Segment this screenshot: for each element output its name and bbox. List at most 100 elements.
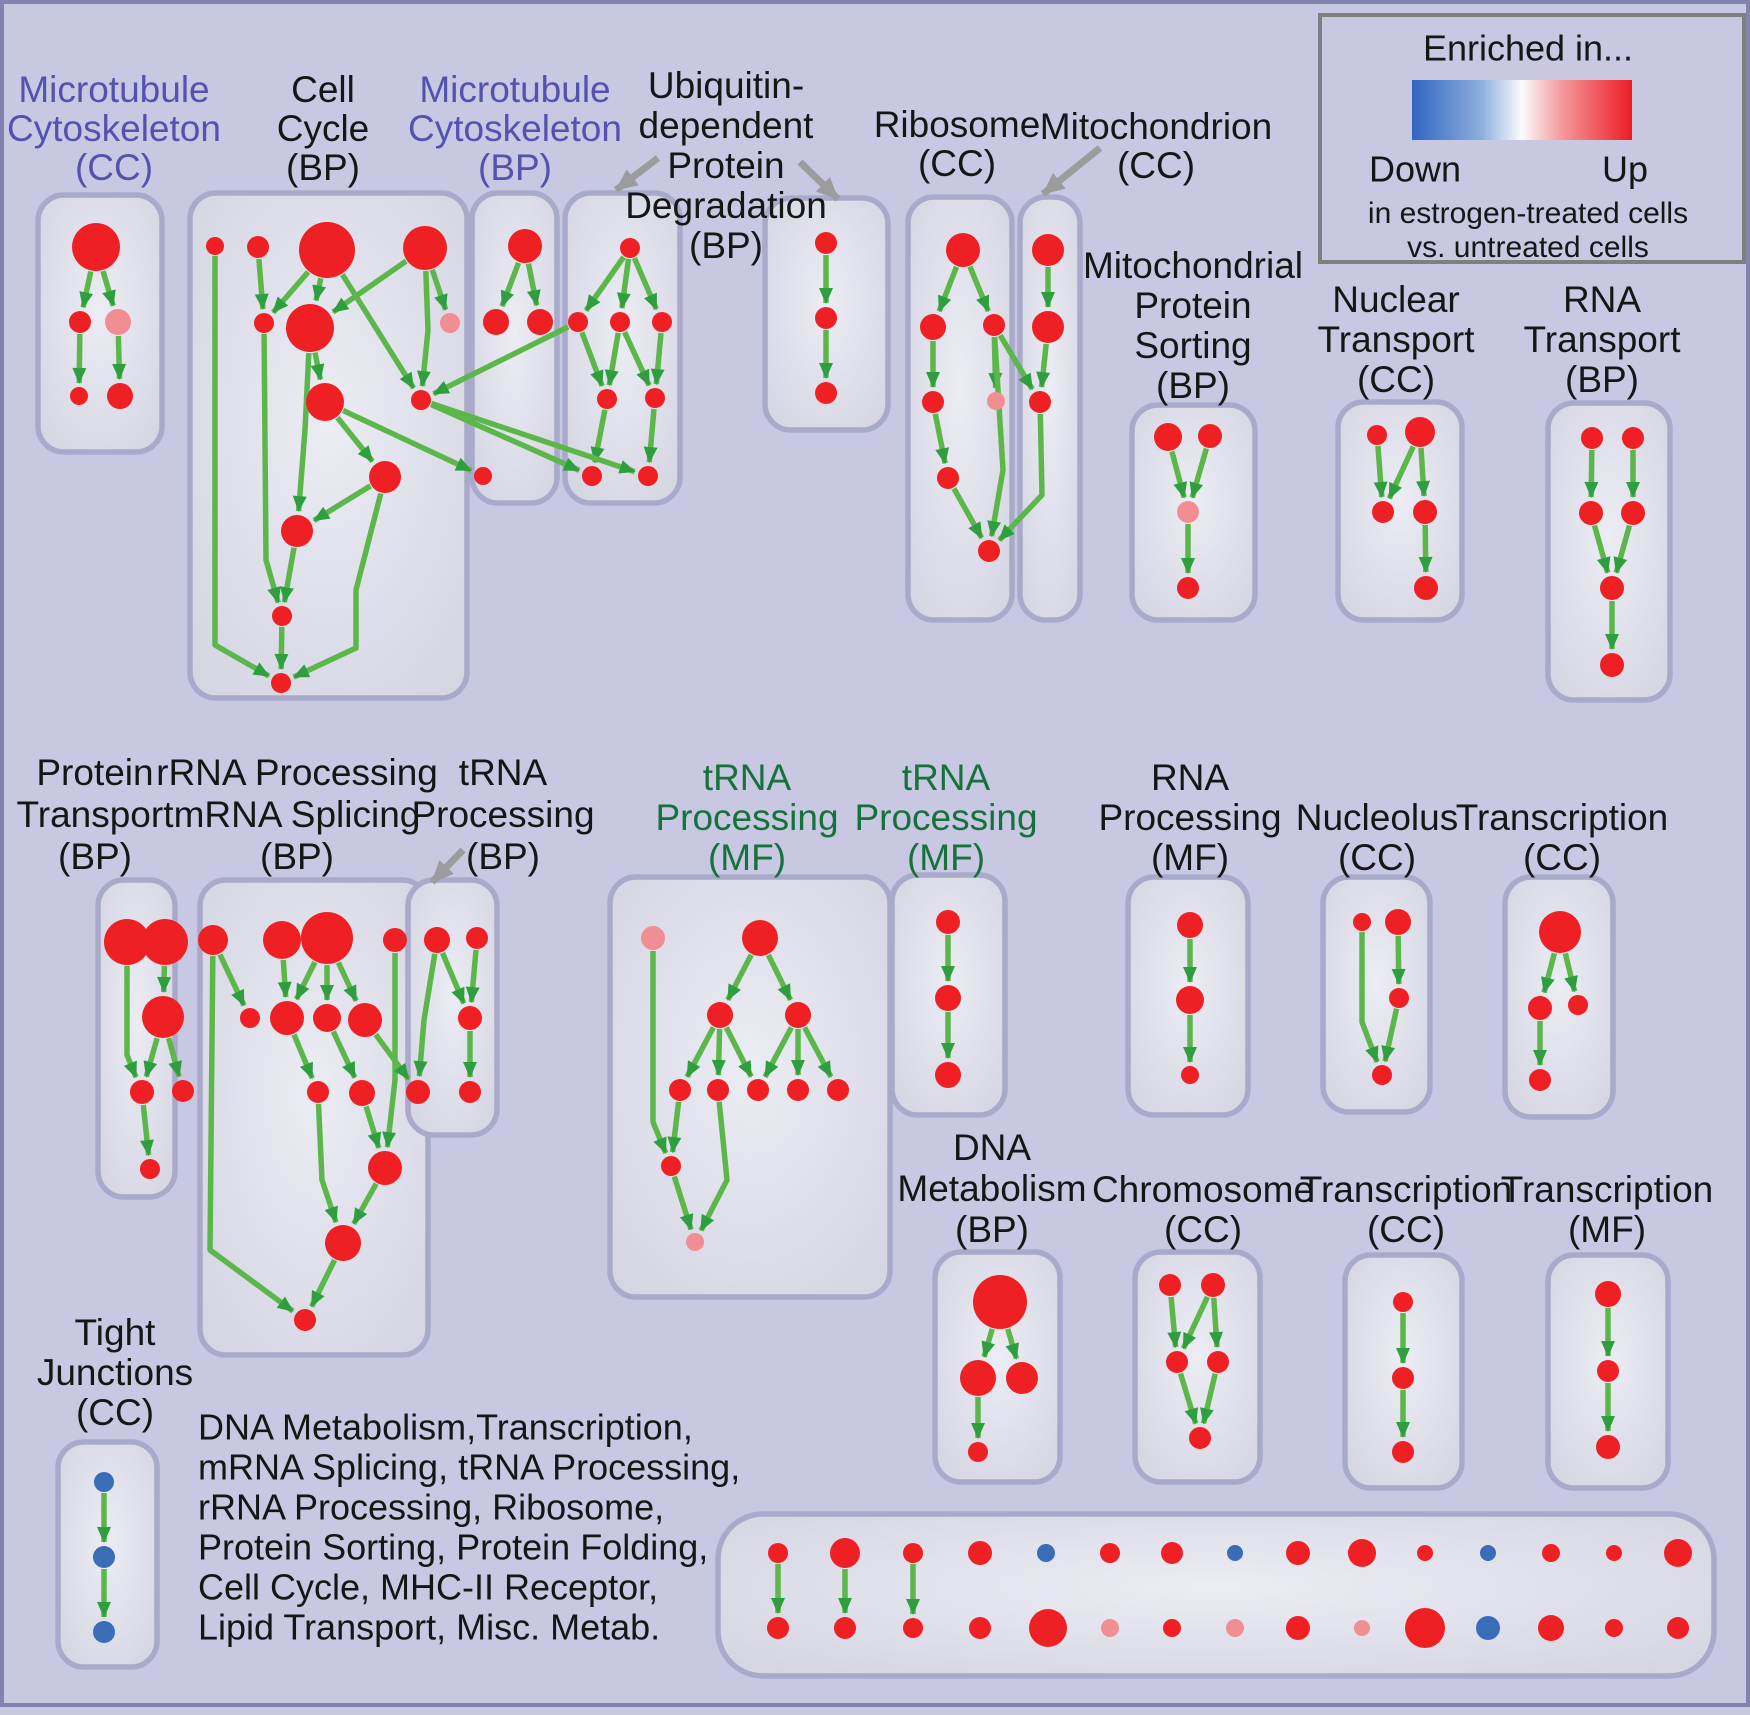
cluster-label-ncl: Nucleolus — [1296, 797, 1458, 838]
go-term-node-rib-r4 — [922, 391, 944, 413]
go-term-node-cc-c2 — [247, 236, 269, 258]
go-term-node-rr-q10 — [349, 1080, 375, 1106]
cluster-label-dm: (BP) — [955, 1209, 1029, 1250]
go-term-node-rnat-rt4 — [1621, 501, 1645, 525]
cluster-label-rp: Processing — [1098, 797, 1281, 838]
go-term-node-ncl-e2 — [1385, 909, 1411, 935]
go-term-node-tbp-tb2 — [466, 927, 488, 949]
go-term-node-nuc-nt5 — [1414, 576, 1438, 600]
go-term-node-band-w5t — [1037, 1544, 1055, 1562]
go-term-node-pt-p5 — [172, 1080, 194, 1102]
legend-down-label: Down — [1369, 149, 1461, 190]
hierarchy-edge-tmfL — [671, 1175, 694, 1231]
hierarchy-edge-cc — [274, 626, 289, 670]
cluster-label-tbp: (BP) — [466, 836, 540, 877]
go-term-node-rr-q13 — [294, 1309, 316, 1331]
go-term-node-band-w7t — [1161, 1542, 1183, 1564]
hierarchy-edge-tmfL — [711, 1028, 726, 1076]
hierarchy-edge-cc — [335, 415, 375, 464]
go-term-node-tmf-z1 — [1595, 1281, 1621, 1307]
go-term-node-band-w8t — [1227, 1545, 1243, 1561]
go-term-node-chr-k5 — [1189, 1427, 1211, 1449]
go-term-node-rp-x1 — [1177, 912, 1203, 938]
hierarchy-edge-cc — [312, 277, 326, 302]
cluster-label-pt: Protein — [36, 752, 153, 793]
cluster-label-pt: (BP) — [58, 836, 132, 877]
hierarchy-edge-tmfL — [667, 1101, 682, 1154]
cluster-label-nuc: Nuclear — [1332, 279, 1460, 320]
hierarchy-edge-ubl — [616, 258, 632, 310]
go-term-node-mito-t3 — [1029, 391, 1051, 413]
go-term-node-mito-t1 — [1032, 234, 1064, 266]
cluster-label-pt: Transport — [17, 794, 175, 835]
hierarchy-edge-rib — [936, 265, 960, 313]
go-term-node-ubl-u7 — [582, 466, 602, 486]
go-term-node-band-w1t — [768, 1543, 788, 1563]
go-term-node-dm-d2 — [960, 1360, 996, 1396]
go-term-node-ncl-e3 — [1389, 988, 1409, 1008]
go-term-node-tbp-tb5 — [459, 1081, 481, 1103]
go-term-node-pt-p1 — [104, 919, 150, 965]
go-term-node-rp-x2 — [1176, 986, 1204, 1014]
go-term-node-mtbp-m1 — [508, 229, 542, 263]
cluster-label-ubl: Protein — [667, 145, 784, 186]
label-pointer-arrow-mitochondrion — [1040, 145, 1103, 197]
go-term-node-chr-k1 — [1159, 1274, 1181, 1296]
go-term-node-mps-s2 — [1198, 424, 1222, 448]
cross-cluster-edge — [997, 333, 1035, 391]
go-term-node-cc-c7 — [440, 313, 460, 333]
hierarchy-edge-ubl — [583, 255, 626, 313]
cluster-label-rr: rRNA Processing — [156, 752, 438, 793]
cluster-label-rnat: (BP) — [1565, 359, 1639, 400]
cluster-label-mps: (BP) — [1156, 365, 1230, 406]
hierarchy-edge-chr — [1180, 1295, 1210, 1350]
misc-categories-text: Cell Cycle, MHC-II Receptor, — [198, 1567, 658, 1608]
hierarchy-edge-cc — [254, 258, 269, 310]
hierarchy-edge-mtcc — [72, 333, 87, 384]
cluster-label-dm: Metabolism — [897, 1168, 1086, 1209]
hierarchy-edge-chr — [1177, 1372, 1199, 1425]
go-term-node-tmfL-g7 — [747, 1079, 769, 1101]
hierarchy-edge-tmfL — [725, 953, 754, 1002]
cluster-label-tcb: Transcription — [1300, 1169, 1512, 1210]
go-term-node-tmfS-h2 — [935, 985, 961, 1011]
go-term-node-tcb-y1 — [1393, 1292, 1413, 1312]
go-term-node-tmfL-g6 — [707, 1079, 729, 1101]
hierarchy-edge-cc — [312, 483, 372, 523]
hierarchy-edge-cc — [340, 273, 416, 390]
go-term-node-ubr-v3 — [815, 382, 837, 404]
hierarchy-edge-ncl — [1359, 932, 1380, 1063]
go-term-node-band-w11b — [1405, 1608, 1445, 1648]
go-term-node-nuc-nt2 — [1405, 417, 1435, 447]
go-term-node-mps-s1 — [1154, 423, 1182, 451]
go-term-node-band-w4b — [969, 1617, 991, 1639]
go-term-node-tcm-f4 — [1529, 1069, 1551, 1091]
hierarchy-edge-tmfL — [684, 1026, 716, 1079]
go-term-node-cc-c1 — [206, 237, 224, 255]
go-term-node-tcb-y2 — [1392, 1367, 1414, 1389]
go-term-node-band-w12b — [1476, 1616, 1500, 1640]
cluster-label-mtcc: (CC) — [75, 147, 153, 188]
go-term-node-band-w10t — [1348, 1539, 1376, 1567]
cluster-label-ubl: (BP) — [689, 225, 763, 266]
go-term-node-tmf-z3 — [1596, 1435, 1620, 1459]
cluster-label-mito: (CC) — [1117, 145, 1195, 186]
go-term-node-tcb-y3 — [1392, 1441, 1414, 1463]
hierarchy-edge-ubl — [590, 409, 608, 464]
go-term-node-rnat-rt6 — [1600, 653, 1624, 677]
go-term-node-rib-r2 — [920, 314, 946, 340]
cluster-box-tcm — [1502, 874, 1616, 1120]
go-term-node-tj-j2 — [93, 1546, 115, 1568]
go-term-node-tbp-tb1 — [424, 927, 450, 953]
hierarchy-edge-ubl — [631, 257, 659, 311]
cluster-label-tmf: (MF) — [1568, 1209, 1646, 1250]
hierarchy-edge-ncl — [1381, 1008, 1400, 1063]
go-term-node-ubl-u8 — [638, 466, 658, 486]
go-term-node-chr-k4 — [1207, 1351, 1229, 1373]
go-term-node-band-w2t — [830, 1538, 860, 1568]
go-term-node-cc-c4 — [403, 226, 447, 270]
hierarchy-edge-rib — [951, 487, 985, 540]
hierarchy-edge-dm — [981, 1328, 995, 1358]
legend-subtitle-line1: in estrogen-treated cells — [1368, 197, 1688, 230]
